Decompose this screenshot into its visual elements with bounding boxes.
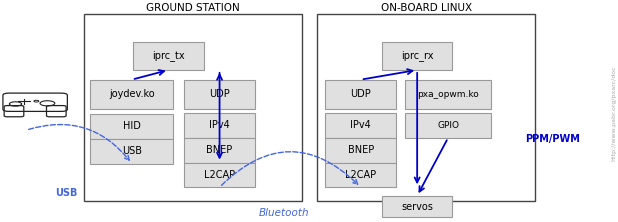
FancyBboxPatch shape bbox=[184, 113, 255, 138]
Text: USB: USB bbox=[54, 188, 77, 198]
Bar bbox=[318, 14, 535, 201]
FancyBboxPatch shape bbox=[326, 80, 396, 109]
FancyBboxPatch shape bbox=[326, 138, 396, 163]
Text: UDP: UDP bbox=[209, 89, 230, 99]
Text: IPv4: IPv4 bbox=[350, 120, 371, 130]
Text: http://www.pabr.org/pxarc/doc: http://www.pabr.org/pxarc/doc bbox=[611, 65, 616, 161]
Text: PPM/PWM: PPM/PWM bbox=[525, 134, 580, 144]
Text: GPIO: GPIO bbox=[437, 121, 459, 130]
Text: iprc_tx: iprc_tx bbox=[152, 51, 185, 61]
Text: ON-BOARD LINUX: ON-BOARD LINUX bbox=[381, 3, 472, 13]
FancyBboxPatch shape bbox=[184, 163, 255, 187]
FancyBboxPatch shape bbox=[326, 163, 396, 187]
Text: IPv4: IPv4 bbox=[209, 120, 230, 130]
FancyBboxPatch shape bbox=[382, 42, 452, 70]
Text: BNEP: BNEP bbox=[206, 145, 233, 155]
Text: HID: HID bbox=[123, 121, 141, 131]
FancyBboxPatch shape bbox=[382, 196, 452, 217]
Text: BNEP: BNEP bbox=[347, 145, 374, 155]
Text: iprc_rx: iprc_rx bbox=[401, 51, 433, 61]
Text: joydev.ko: joydev.ko bbox=[109, 89, 154, 99]
Text: USB: USB bbox=[122, 146, 142, 156]
FancyBboxPatch shape bbox=[90, 80, 173, 109]
Text: UDP: UDP bbox=[350, 89, 371, 99]
Text: servos: servos bbox=[401, 202, 433, 212]
FancyBboxPatch shape bbox=[90, 114, 173, 139]
FancyBboxPatch shape bbox=[133, 42, 204, 70]
FancyBboxPatch shape bbox=[326, 113, 396, 138]
Text: GROUND STATION: GROUND STATION bbox=[146, 3, 240, 13]
FancyBboxPatch shape bbox=[90, 139, 173, 164]
Text: L2CAP: L2CAP bbox=[345, 170, 376, 180]
Text: Bluetooth: Bluetooth bbox=[258, 208, 309, 218]
FancyBboxPatch shape bbox=[184, 80, 255, 109]
FancyBboxPatch shape bbox=[405, 80, 491, 109]
Bar bbox=[84, 14, 302, 201]
Text: pxa_opwm.ko: pxa_opwm.ko bbox=[417, 90, 479, 99]
FancyBboxPatch shape bbox=[184, 138, 255, 163]
Text: L2CAP: L2CAP bbox=[204, 170, 235, 180]
FancyBboxPatch shape bbox=[405, 113, 491, 138]
